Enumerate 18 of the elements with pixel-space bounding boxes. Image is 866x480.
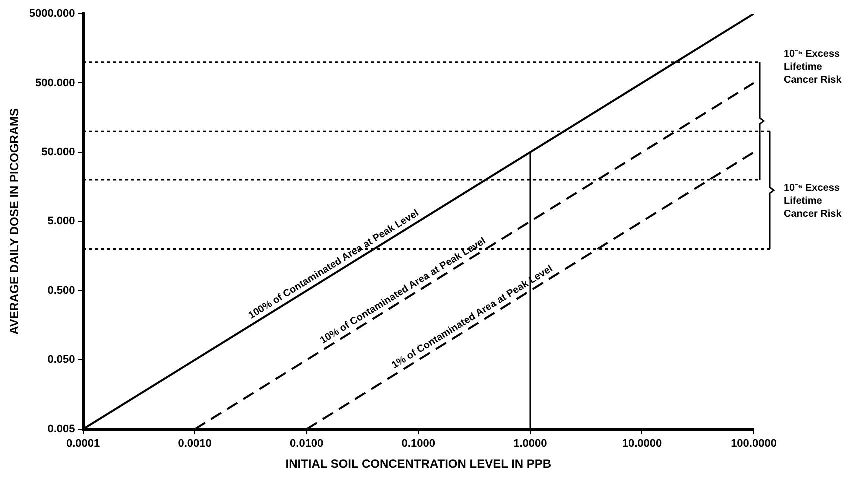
y-tick-label: 0.500: [48, 284, 76, 297]
y-tick-label: 0.050: [48, 354, 76, 366]
x-tick-label: 0.0001: [66, 438, 100, 450]
x-tick-label: 0.0010: [178, 438, 212, 450]
y-tick-label: 0.005: [48, 423, 76, 436]
x-tick-label: 0.1000: [402, 438, 436, 450]
text: 10⁻⁵ Excess Lifetime Cancer Risk: [784, 49, 842, 86]
x-tick-label: 100.0000: [731, 438, 777, 450]
y-tick-label: 500.000: [36, 77, 76, 90]
x-tick-label: 1.0000: [514, 438, 548, 450]
x-tick-label: 0.0100: [290, 438, 324, 450]
y-axis-title: AVERAGE DAILY DOSE IN PICOGRAMS: [8, 108, 22, 335]
x-axis-title: INITIAL SOIL CONCENTRATION LEVEL IN PPB: [286, 457, 552, 472]
y-tick-label: 50.000: [42, 146, 76, 158]
x-tick-label: 10.0000: [622, 438, 662, 450]
y-tick-label: 5000.000: [29, 8, 76, 20]
y-tick-label: 5.000: [48, 216, 76, 228]
text: 10⁻⁶ Excess Lifetime Cancer Risk: [784, 183, 842, 220]
